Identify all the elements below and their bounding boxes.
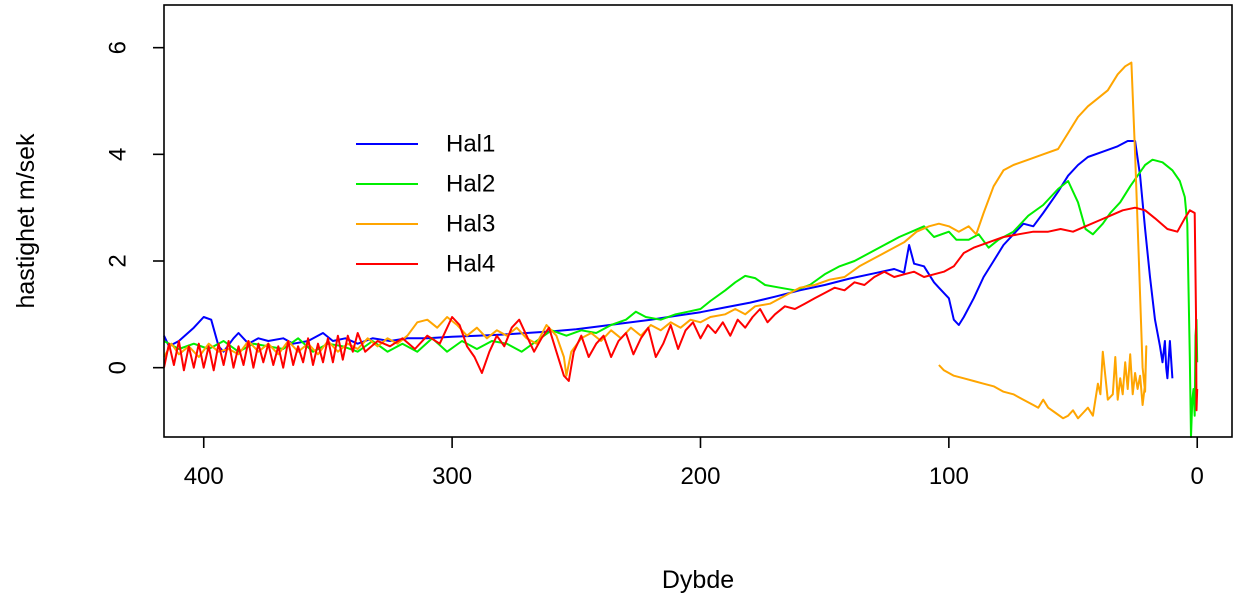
x-tick-label: 200: [680, 463, 720, 490]
series-line-hal3: [163, 61, 1148, 420]
x-tick-label: 300: [432, 463, 472, 490]
x-axis-title: Dybde: [662, 566, 734, 594]
legend-label-hal3: Hal3: [446, 211, 495, 238]
legend: Hal1 Hal2 Hal3 Hal4: [356, 131, 495, 278]
series-line-hal4: [163, 206, 1199, 412]
x-tick-label: 0: [1191, 463, 1204, 490]
legend-label-hal2: Hal2: [446, 171, 495, 198]
y-axis: 0 2 4 6: [105, 41, 164, 374]
series-line-hal1: [163, 140, 1174, 380]
plot-frame: [163, 4, 1233, 438]
legend-label-hal4: Hal4: [446, 251, 495, 278]
y-tick-label: 0: [105, 361, 132, 374]
y-axis-title: hastighet m/sek: [12, 133, 40, 309]
x-axis: 400 300 200 100 0: [184, 437, 1204, 490]
y-tick-label: 4: [105, 148, 132, 161]
series-line-hal2: [163, 158, 1199, 438]
legend-label-hal1: Hal1: [446, 131, 495, 158]
y-tick-label: 6: [105, 41, 132, 54]
x-tick-label: 100: [929, 463, 969, 490]
y-tick-label: 2: [105, 254, 132, 267]
series-layer: [163, 61, 1199, 438]
x-tick-label: 400: [184, 463, 224, 490]
